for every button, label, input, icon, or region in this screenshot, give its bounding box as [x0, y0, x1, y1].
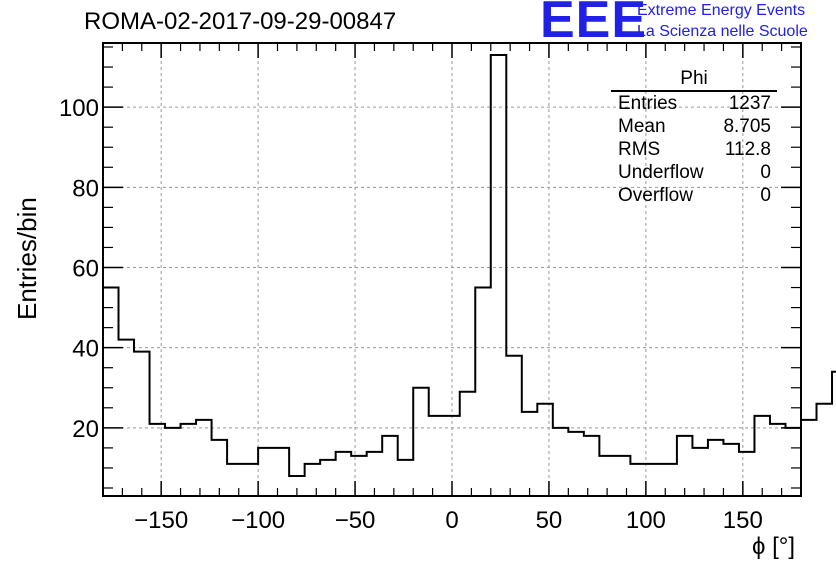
stats-label: Entries — [618, 93, 678, 114]
histogram-bin — [165, 428, 181, 496]
x-tick-label: −100 — [231, 507, 285, 534]
y-axis-label-wrap: Entries/bin — [8, 180, 42, 320]
stats-label: RMS — [618, 139, 661, 160]
x-tick-label: 0 — [445, 507, 458, 534]
histogram-step-line — [102, 54, 836, 496]
histogram-bin — [739, 452, 755, 496]
y-tick-label: 80 — [72, 175, 99, 202]
stats-row-underflow: Underflow 0 — [611, 161, 777, 184]
histogram-bin — [723, 444, 739, 496]
y-tick-label: 100 — [59, 95, 99, 122]
histogram-bin — [491, 55, 507, 496]
histogram-bin — [801, 420, 817, 496]
stats-box: Phi Entries 1237 Mean 8.705 RMS 112.8 Un… — [611, 68, 777, 207]
x-tick-label: −150 — [134, 507, 188, 534]
stats-label: Overflow — [618, 185, 693, 206]
histogram-bin — [568, 432, 584, 496]
histogram-bin — [227, 464, 243, 496]
histogram-bin — [181, 424, 197, 496]
histogram-bin — [258, 448, 274, 496]
histogram-bin — [537, 404, 553, 496]
tick-labels: −150 −100 −50 0 50 100 150 20 40 60 80 100 — [59, 95, 763, 534]
stats-title: Phi — [611, 68, 777, 92]
histogram-bin — [522, 412, 538, 496]
histogram-bin — [646, 464, 662, 496]
histogram-bin — [615, 456, 631, 496]
histogram-bin — [305, 464, 321, 496]
histogram-bin — [398, 460, 414, 496]
stats-row-entries: Entries 1237 — [611, 92, 777, 115]
histogram-bin — [150, 424, 166, 496]
histogram-bin — [320, 460, 336, 496]
x-tick-label: 50 — [536, 507, 563, 534]
histogram-bin — [584, 436, 600, 496]
histogram-bin — [212, 440, 228, 496]
histogram-bin — [630, 464, 646, 496]
grid-lines — [103, 43, 801, 496]
logo-subtitle-1: Extreme Energy Events — [637, 2, 806, 19]
histogram-bin — [708, 440, 724, 496]
histogram-bin — [274, 448, 290, 496]
histogram-bin — [351, 456, 367, 496]
histogram-bin — [817, 404, 833, 496]
logo-subtitle-2: La Scienza nelle Scuole — [637, 23, 808, 40]
y-tick-label: 60 — [72, 255, 99, 282]
histogram-bin — [661, 464, 677, 496]
stats-value: 112.8 — [724, 139, 771, 160]
histogram-bin — [677, 436, 693, 496]
histogram-bin — [754, 416, 770, 496]
histogram-bin — [506, 356, 522, 496]
stats-value: 0 — [760, 185, 771, 206]
stats-value: 0 — [760, 162, 771, 183]
logo-letters: EEE — [540, 0, 648, 49]
histogram-bin — [770, 424, 786, 496]
x-tick-label: 150 — [723, 507, 763, 534]
histogram-bin — [196, 420, 212, 496]
plot-frame — [102, 42, 802, 497]
chart-title: ROMA-02-2017-09-29-00847 — [84, 8, 397, 35]
histogram-bin — [692, 448, 708, 496]
x-axis-label: ϕ [°] — [752, 533, 796, 560]
histogram-bin — [460, 392, 476, 496]
histogram-bin — [243, 464, 259, 496]
histogram-bin — [336, 452, 352, 496]
stats-row-mean: Mean 8.705 — [611, 115, 777, 138]
stats-value: 1237 — [728, 93, 771, 114]
histogram-bin — [382, 436, 398, 496]
y-axis-label: Entries/bin — [12, 197, 42, 320]
y-tick-label: 20 — [72, 416, 99, 443]
stats-row-overflow: Overflow 0 — [611, 184, 777, 207]
stats-label: Mean — [618, 116, 666, 137]
y-tick-label: 40 — [72, 336, 99, 363]
x-tick-label: 100 — [626, 507, 666, 534]
histogram-bin — [475, 288, 491, 496]
stats-value: 8.705 — [723, 116, 771, 137]
histogram-bin — [785, 428, 801, 496]
histogram-bin — [413, 388, 429, 496]
histogram-bin — [134, 352, 150, 496]
histogram-bin — [119, 340, 135, 496]
x-tick-label: −50 — [335, 507, 376, 534]
stats-label: Underflow — [618, 162, 704, 183]
histogram-bin — [103, 288, 119, 496]
stats-row-rms: RMS 112.8 — [611, 138, 777, 161]
histogram-bin — [553, 428, 569, 496]
